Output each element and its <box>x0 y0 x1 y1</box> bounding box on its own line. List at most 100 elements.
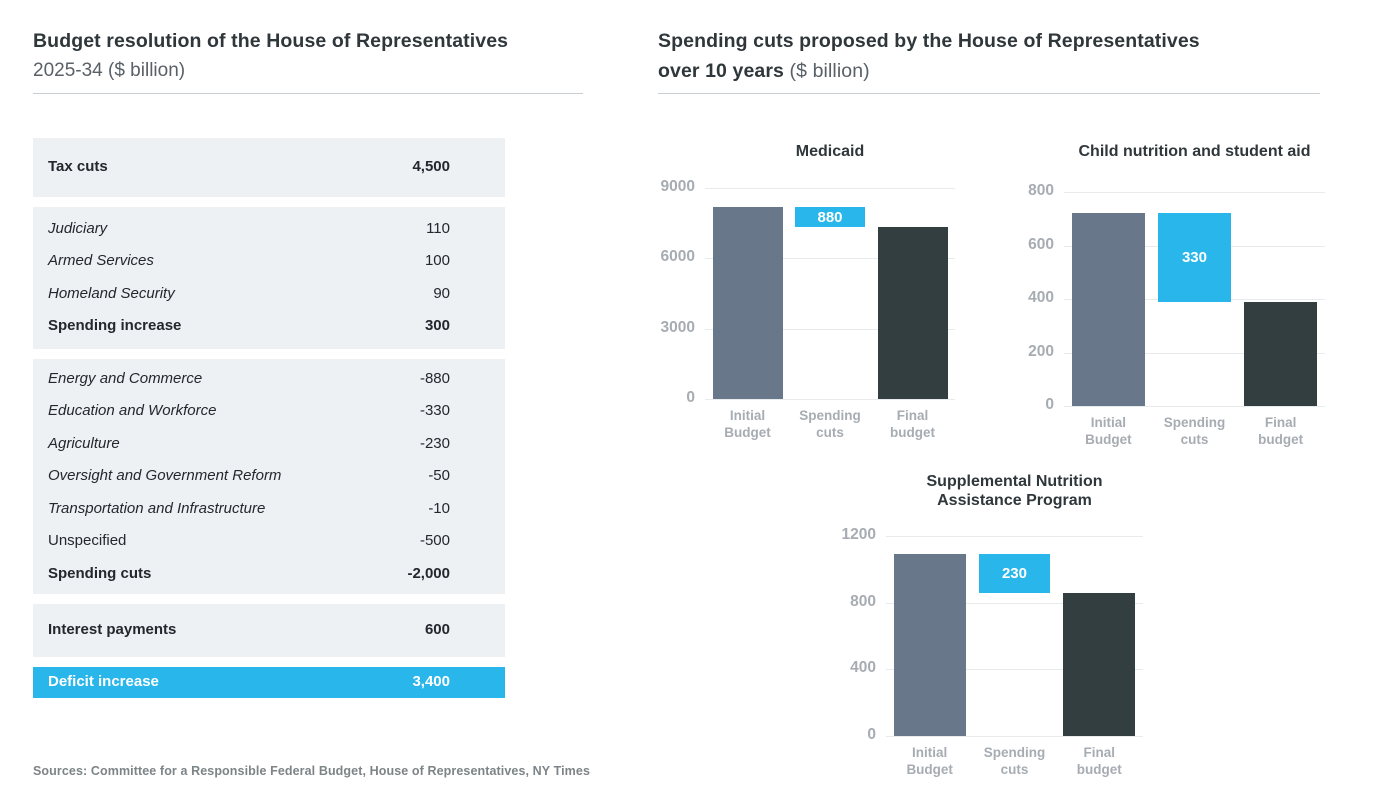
cut-value-label: 330 <box>1181 249 1207 267</box>
table-row: Transportation and Infrastructure -10 <box>33 493 505 526</box>
table-row: Interest payments 600 <box>33 614 505 647</box>
y-axis-tick-label: 1200 <box>841 526 876 543</box>
row-value: -50 <box>428 467 450 484</box>
table-row: Energy and Commerce -880 <box>33 363 505 396</box>
plot-area: 0 3000 6000 9000 880 <box>661 178 955 406</box>
row-label: Energy and Commerce <box>48 369 203 387</box>
gridline <box>886 736 1143 737</box>
gridline <box>886 602 1143 604</box>
table-row: Oversight and Government Reform -50 <box>33 460 505 493</box>
left-panel-subtitle: 2025-34 ($ billion) <box>33 60 186 81</box>
table-section-deficit-increase: Deficit increase 3,400 <box>33 666 505 699</box>
x-axis-category-label: Initial Budget <box>906 745 953 777</box>
table-row: Judiciary 110 <box>33 213 505 246</box>
y-axis-tick-label: 800 <box>1028 182 1054 199</box>
row-label: Deficit increase <box>48 672 159 690</box>
initial-budget-bar <box>1071 213 1145 406</box>
chart-title-line: Medicaid <box>795 143 865 160</box>
x-axis-category-label: Initial Budget <box>1085 415 1132 447</box>
right-panel-title: Spending cuts proposed by the House of R… <box>658 26 1320 86</box>
row-label: Homeland Security <box>48 284 175 302</box>
row-label: Unspecified <box>48 532 127 549</box>
row-value: -230 <box>419 434 450 452</box>
table-section-interest-payments: Interest payments 600 <box>33 604 505 657</box>
medicaid-chart: Medicaid 0 3000 6000 9000 880 Initial Budget Spe… <box>645 140 961 459</box>
gridline <box>886 669 1143 671</box>
row-value: -2,000 <box>407 564 450 582</box>
gridline <box>705 399 955 400</box>
child-nutrition-student-aid-chart: Child nutrition and student aid 0 200 400 60… <box>1007 140 1331 466</box>
final-budget-bar <box>877 227 948 399</box>
x-axis-category-label: Final budget <box>890 408 935 440</box>
right-title-line1: Spending cuts proposed by the House of R… <box>658 30 1200 52</box>
row-value: -880 <box>419 369 450 387</box>
table-row: Agriculture -230 <box>33 428 505 461</box>
gridline <box>1064 352 1325 354</box>
spending-cuts-bar: 230 <box>978 554 1051 593</box>
y-axis-tick-label: 800 <box>850 592 876 610</box>
right-title-line2: over 10 years <box>658 60 784 82</box>
x-axis-category-label: Spending cuts <box>983 745 1046 777</box>
table-row: Unspecified -500 <box>33 525 505 558</box>
row-label: Agriculture <box>48 434 120 452</box>
spending-cuts-bar: 880 <box>795 206 865 228</box>
table-section-spending-cuts: Energy and Commerce -880 Education and Wor… <box>33 358 505 594</box>
y-axis-tick-label: 6000 <box>660 248 695 266</box>
x-axis-category-label: Spending cuts <box>799 408 861 440</box>
cut-value-label: 230 <box>1001 565 1027 582</box>
y-axis-tick-label: 9000 <box>660 178 695 195</box>
row-value: 110 <box>426 219 450 237</box>
row-value: 4,500 <box>412 158 450 175</box>
initial-budget-bar <box>893 554 966 736</box>
y-axis-tick-label: 400 <box>1028 289 1054 306</box>
y-axis-tick-label: 200 <box>1028 342 1054 360</box>
x-axis-category-label: Final budget <box>1258 415 1304 447</box>
row-value: -500 <box>419 532 450 549</box>
y-axis-tick-label: 600 <box>1028 235 1054 253</box>
left-panel-header: Budget resolution of the House of Repres… <box>33 26 583 94</box>
cut-value-label: 880 <box>817 208 843 226</box>
y-axis-tick-label: 3000 <box>660 318 695 336</box>
x-axis-category-label: Final budget <box>1076 745 1122 777</box>
row-value: 300 <box>424 317 450 334</box>
row-label: Transportation and Infrastructure <box>48 499 266 517</box>
initial-budget-bar <box>712 206 783 399</box>
row-value: 600 <box>424 621 450 638</box>
gridline <box>1064 406 1325 407</box>
table-section-tax-cuts: Tax cuts 4,500 <box>33 138 505 197</box>
sources-note: Sources: Committee for a Responsible Fed… <box>33 764 590 778</box>
row-value: 3,400 <box>412 672 450 690</box>
table-row: Tax cuts 4,500 <box>33 151 505 184</box>
row-label: Armed Services <box>48 252 154 269</box>
plot-area: 0 200 400 600 800 330 <box>1028 182 1325 413</box>
budget-resolution-table: Tax cuts 4,500 Judiciary 110 Armed Services 1… <box>33 138 505 708</box>
right-panel-header: Spending cuts proposed by the House of R… <box>658 26 1320 94</box>
x-axis-category-label: Initial Budget <box>724 408 771 440</box>
table-row: Spending cuts -2,000 <box>33 558 505 591</box>
table-row: Homeland Security 90 <box>33 278 505 311</box>
chart-title-line: Supplemental Nutrition <box>926 473 1103 490</box>
row-value: -330 <box>419 402 450 419</box>
table-row: Armed Services 100 <box>33 245 505 278</box>
chart-title-line: Child nutrition and student aid <box>1078 143 1311 160</box>
table-row: Deficit increase 3,400 <box>33 667 505 699</box>
gridline <box>705 188 955 189</box>
table-row: Education and Workforce -330 <box>33 395 505 428</box>
chart-title-line: Assistance Program <box>937 492 1092 509</box>
gridline <box>705 258 955 260</box>
final-budget-bar <box>1063 592 1136 736</box>
chart-title: Medicaid <box>705 142 955 161</box>
row-label: Interest payments <box>48 621 177 638</box>
right-title-unit: ($ billion) <box>789 60 870 82</box>
chart-title: Supplemental Nutrition Assistance Program <box>886 472 1143 510</box>
row-label: Judiciary <box>48 219 108 237</box>
final-budget-bar <box>1244 301 1318 406</box>
row-label: Spending increase <box>48 317 182 334</box>
y-axis-tick-label: 400 <box>850 659 876 677</box>
y-axis-tick-label: 0 <box>686 389 695 406</box>
row-value: 100 <box>424 252 450 269</box>
y-axis-tick-label: 0 <box>867 726 876 743</box>
snap-chart: Supplemental Nutrition Assistance Program… <box>826 470 1149 796</box>
row-label: Tax cuts <box>48 158 108 175</box>
